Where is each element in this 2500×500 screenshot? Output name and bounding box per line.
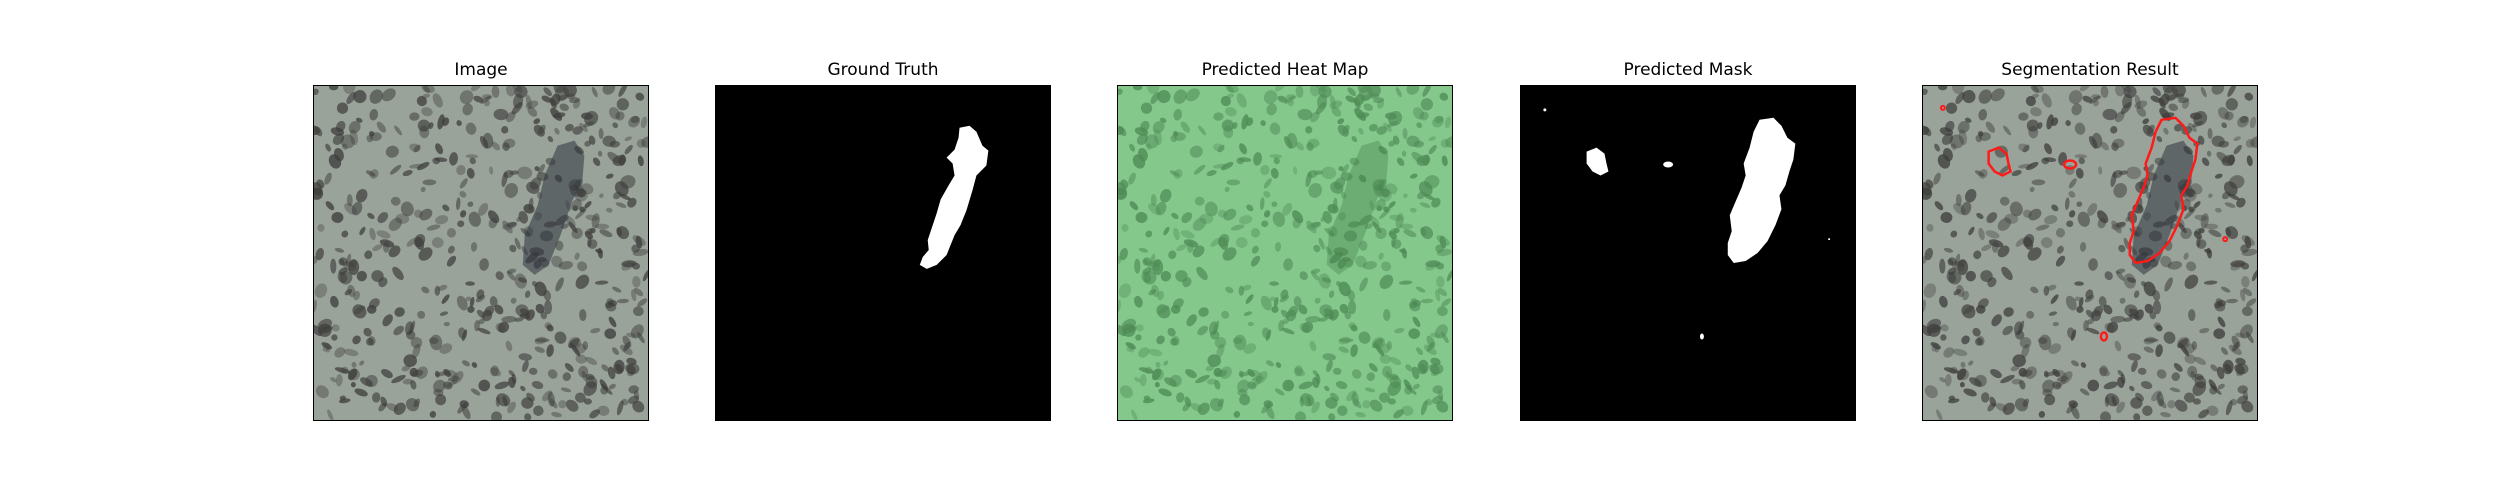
defect-region (522, 140, 585, 275)
seg-defect-region (2131, 140, 2194, 275)
panel-title-ground-truth: Ground Truth (827, 60, 939, 80)
segmentation-result-panel (1922, 85, 2258, 421)
predicted-speck-4 (1828, 238, 1831, 241)
predicted-speck-3 (1543, 108, 1547, 112)
contour-speck-1 (2062, 159, 2078, 170)
panel-title-image: Image (454, 60, 508, 80)
panel-title-heat-map: Predicted Heat Map (1201, 60, 1369, 80)
input-image (314, 86, 648, 420)
heat-map-panel (1117, 85, 1453, 421)
predicted-speck-1 (1663, 161, 1674, 168)
panel-title-segmentation-result: Segmentation Result (2001, 60, 2179, 80)
predicted-small-blob-left (1586, 147, 1609, 176)
contour-speck-2 (2099, 331, 2109, 342)
heat-map-image (1118, 86, 1452, 420)
contour-main (2128, 116, 2199, 265)
predicted-main-blob (1727, 117, 1796, 263)
segmentation-result-image (1923, 86, 2257, 420)
ground-truth-blob (919, 125, 989, 269)
panel-title-predicted-mask: Predicted Mask (1623, 60, 1753, 80)
predicted-mask (1521, 86, 1855, 420)
predicted-mask-panel (1520, 85, 1856, 421)
heat-texture-spots (1118, 86, 1452, 420)
contour-small-left (1987, 146, 2012, 177)
seg-texture-spots (1923, 86, 2257, 420)
heat-hotspot (1326, 140, 1389, 275)
contour-speck-3 (1939, 104, 1946, 111)
contour-speck-4 (2222, 236, 2229, 243)
input-image-panel (313, 85, 649, 421)
predicted-speck-2 (1699, 333, 1704, 340)
ground-truth-panel (715, 85, 1051, 421)
ground-truth-mask (716, 86, 1050, 420)
